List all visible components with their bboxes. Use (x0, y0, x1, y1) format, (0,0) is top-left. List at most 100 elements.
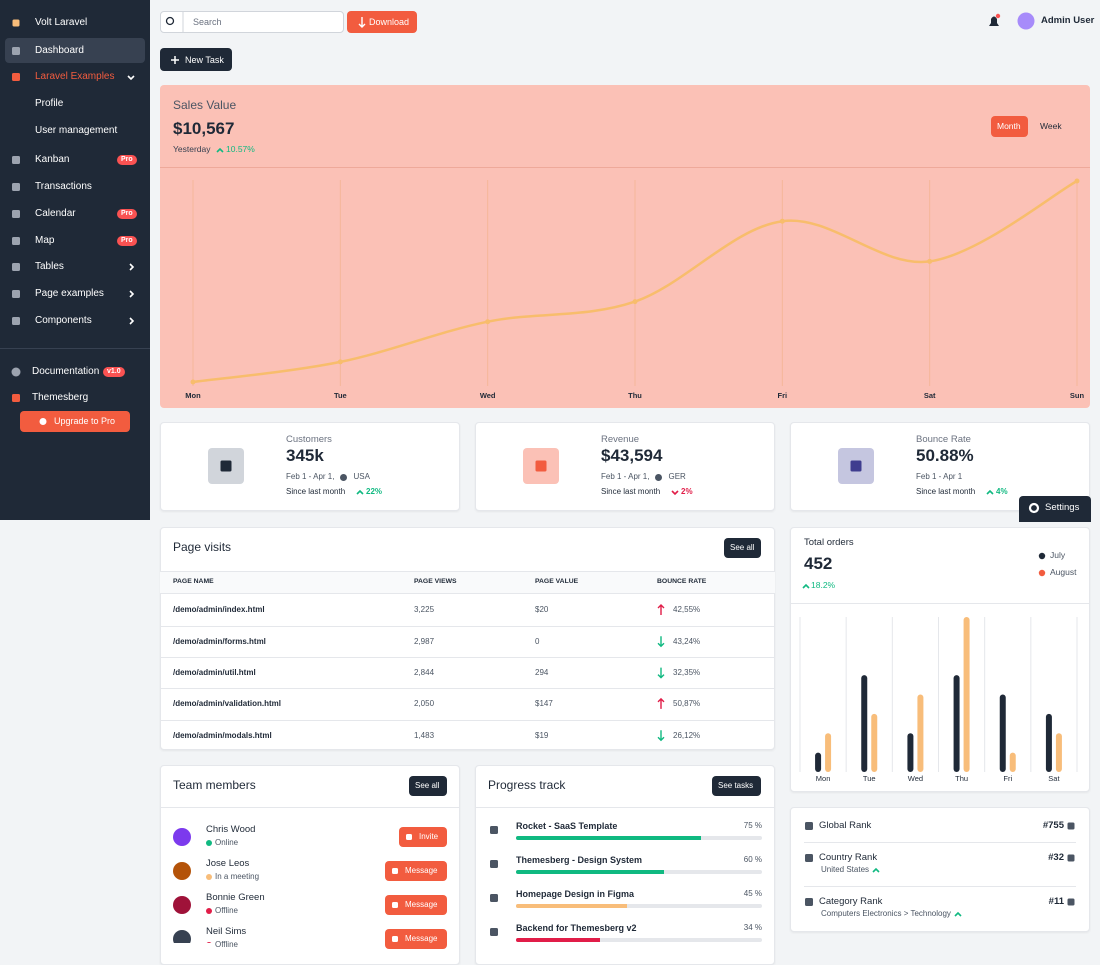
page-visits-card (160, 527, 775, 750)
member-name: Chris Wood (206, 824, 256, 836)
stat-location: GER (668, 472, 686, 481)
row-divider (160, 719, 775, 721)
sales-card (160, 85, 1090, 408)
nav-item[interactable]: Laravel Examples (35, 71, 115, 82)
orders-change: 18.2% (811, 580, 836, 591)
progress-fill (516, 870, 664, 874)
stat-since: Since last month (601, 487, 661, 497)
progress-track (516, 836, 762, 840)
column-header: PAGE VIEWS (414, 578, 457, 586)
divider (160, 167, 1090, 168)
sales-period: Yesterday (173, 144, 211, 155)
table-cell: 3,225 (414, 605, 435, 615)
card-title: Progress track (488, 777, 566, 792)
nav-badge: Pro (117, 236, 137, 246)
button-label: See all (730, 543, 755, 553)
button-label: See tasks (718, 781, 754, 791)
nav-item[interactable]: Kanban (35, 154, 70, 165)
member-status: In a meeting (215, 872, 260, 882)
see-all-button[interactable] (409, 776, 447, 796)
stat-location: USA (353, 472, 370, 481)
stat-change: 2% (681, 487, 693, 497)
rank-sub: United States (821, 865, 870, 875)
action-button[interactable] (385, 895, 447, 915)
globe-icon (655, 473, 663, 481)
nav-item: Themesberg (32, 392, 89, 403)
sidebar-divider (0, 348, 150, 349)
member-name: Jose Leos (206, 858, 250, 870)
card-title: Page visits (173, 539, 232, 554)
stat-period: Feb 1 - Apr 1 (916, 472, 963, 481)
orders-title: Total orders (804, 537, 854, 549)
column-header: PAGE NAME (173, 578, 214, 586)
nav-item[interactable]: Profile (35, 98, 64, 109)
table-cell: $147 (535, 699, 553, 709)
task-percent: 75 % (743, 821, 762, 831)
bell-icon (989, 16, 999, 26)
see-all-button[interactable] (724, 538, 761, 558)
download-label: Download (369, 16, 410, 27)
search-box[interactable] (160, 11, 344, 33)
member-name: Bonnie Green (206, 892, 265, 904)
stat-icon-bg (208, 448, 244, 484)
stat-since: Since last month (916, 487, 976, 497)
stat-change: 22% (366, 487, 383, 497)
action-button[interactable] (385, 861, 447, 881)
table-cell: 1,483 (414, 730, 435, 740)
member-status: Online (215, 838, 239, 848)
nav-item[interactable]: Components (35, 315, 92, 326)
nav-item[interactable]: Map (35, 235, 55, 246)
action-label: Message (405, 866, 438, 876)
table-cell: 50,87% (673, 699, 701, 709)
orders-card (790, 527, 1090, 792)
new-task-button[interactable] (160, 48, 232, 71)
progress-track (516, 904, 762, 908)
month-tab[interactable] (991, 116, 1028, 137)
nav-item[interactable]: Calendar (35, 208, 76, 219)
nav-item[interactable]: Page examples (35, 288, 104, 299)
table-cell: /demo/admin/modals.html (173, 730, 272, 740)
nav-item[interactable]: User management (35, 125, 118, 136)
stat-period: Feb 1 - Apr 1, (601, 472, 650, 481)
sales-value: $10,567 (173, 119, 235, 139)
table-cell: /demo/admin/index.html (173, 605, 265, 615)
rank-label: Global Rank (819, 820, 872, 832)
brand: Volt Laravel (35, 17, 88, 28)
stat-title: Bounce Rate (916, 434, 971, 446)
search-placeholder: Search (193, 16, 222, 27)
upgrade-button[interactable] (20, 411, 130, 432)
table-cell: 2,987 (414, 636, 435, 646)
see-tasks-button[interactable] (712, 776, 761, 796)
table-cell: 2,050 (414, 699, 435, 709)
tab-label[interactable]: Week (1040, 120, 1062, 131)
progress-track (516, 870, 762, 874)
action-label: Invite (419, 832, 439, 842)
nav-item[interactable]: Dashboard (35, 45, 84, 56)
table-cell: 2,844 (414, 668, 435, 677)
nav-item[interactable]: Transactions (35, 181, 92, 192)
stat-period-row: Feb 1 - Apr 1 (916, 471, 962, 483)
table-cell: 294 (535, 668, 549, 677)
legend-label: July (1050, 550, 1066, 561)
task-name: Themesberg - Design System (516, 854, 643, 865)
stat-period-row: Feb 1 - Apr 1, GER (601, 471, 686, 483)
stat-since: Since last month (286, 487, 346, 497)
avatar (1017, 12, 1035, 30)
card-title: Team members (173, 777, 256, 792)
task-name: Rocket - SaaS Template (516, 820, 618, 831)
table-cell: 42,55% (673, 605, 701, 615)
table-cell: 26,12% (673, 730, 701, 740)
stat-period: Feb 1 - Apr 1, (286, 472, 335, 481)
action-label: Message (405, 900, 438, 910)
stat-title: Customers (286, 434, 332, 446)
sidebar (0, 0, 150, 520)
task-percent: 60 % (743, 855, 762, 865)
nav-item[interactable]: Tables (35, 261, 64, 272)
stat-change: 4% (996, 487, 1008, 497)
action-button[interactable] (399, 827, 447, 847)
progress-card (475, 765, 775, 965)
sales-title: Sales Value (173, 97, 237, 112)
orders-total: 452 (804, 554, 833, 574)
new-task-label: New Task (185, 54, 224, 65)
